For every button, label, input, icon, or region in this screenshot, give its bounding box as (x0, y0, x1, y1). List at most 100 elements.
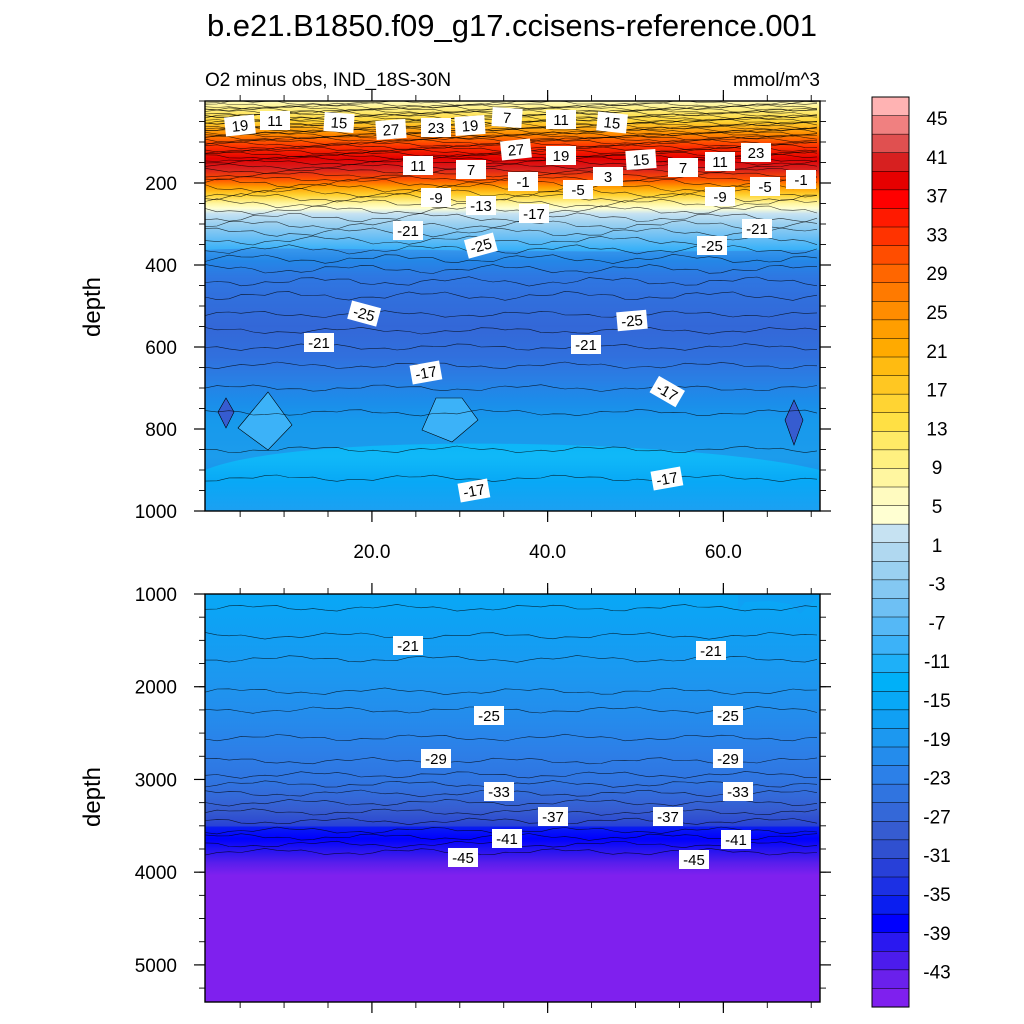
colorbar-swatch (871, 783, 910, 804)
contour-label: -33 (484, 782, 514, 801)
colorbar-swatch (871, 319, 910, 339)
contour-label-box (546, 110, 576, 129)
lower-ylabel: depth (79, 767, 106, 827)
contour-label-text: 11 (267, 113, 283, 130)
upper-light-blob-2 (421, 397, 479, 443)
y-tick-label: 1000 (135, 502, 177, 523)
colorbar-label: 45 (926, 109, 947, 130)
colorbar-swatch (871, 802, 910, 822)
contour-label-box (421, 188, 451, 207)
contour-label-text: -21 (575, 337, 597, 354)
upper-contour-line (205, 361, 818, 370)
contour-label: -29 (421, 749, 451, 768)
colorbar-swatch (871, 598, 910, 618)
colorbar-swatch (871, 96, 910, 117)
contour-label: -9 (705, 187, 735, 206)
colorbar-swatch (871, 932, 910, 952)
contour-label-box (723, 782, 753, 801)
upper-contour-line (205, 408, 818, 417)
upper-contour-line (205, 474, 818, 483)
colorbar-label: -7 (929, 613, 946, 634)
contour-label-text: 7 (467, 162, 475, 179)
contour-label-box (593, 167, 623, 186)
y-tick-label: 400 (145, 256, 177, 277)
contour-label-box (650, 466, 684, 491)
contour-label-text: -21 (397, 638, 419, 655)
colorbar-label: 1 (932, 536, 943, 557)
upper-contour-line (205, 167, 818, 174)
upper-contour-line (205, 103, 818, 110)
upper-contour-lines (205, 101, 818, 483)
colorbar-swatch (871, 672, 910, 692)
contour-label-box (697, 236, 727, 255)
contour-label: -45 (679, 850, 709, 869)
contour-label-box (625, 148, 657, 171)
contour-label-box (571, 335, 601, 354)
contour-label-box (713, 749, 743, 768)
y-tick-label: 3000 (135, 770, 177, 791)
colorbar-label: 13 (926, 419, 947, 440)
contour-label-box (224, 114, 256, 137)
colorbar-swatch (871, 282, 910, 302)
contour-label-text: -13 (470, 198, 492, 215)
upper-contour-line (205, 131, 818, 138)
contour-label: 3 (593, 167, 623, 186)
lower-contour-line (205, 817, 818, 826)
colorbar-swatch (871, 468, 910, 488)
contour-label: 27 (500, 138, 532, 161)
colorbar-swatch (871, 449, 910, 469)
upper-contour-line (205, 101, 818, 107)
contour-label: 11 (260, 111, 290, 130)
contour-label-box (786, 170, 816, 189)
contour-label: -41 (492, 829, 522, 848)
upper-panel: 19 11 15 27 23 19 7 11 15 27 19 15 7 11 23 11 7 -1 -5 3 -9 -5… (79, 90, 831, 563)
contour-label: -5 (563, 180, 593, 199)
colorbar-swatch (871, 263, 910, 284)
contour-label-text: -5 (758, 179, 771, 196)
colorbar-swatch (871, 951, 910, 971)
contour-label: -25 (474, 706, 504, 725)
colorbar-swatch (871, 171, 910, 191)
contour-label: -25 (713, 706, 743, 725)
colorbar-swatch (871, 895, 910, 915)
contour-label-text: 27 (507, 141, 525, 160)
contour-label-text: 3 (604, 169, 612, 186)
upper-contour-labels: 19 11 15 27 23 19 7 11 15 27 19 15 7 11 23 11 7 -1 -5 3 -9 -5… (224, 106, 816, 503)
contour-label: 7 (668, 158, 698, 177)
colorbar-swatch (871, 245, 910, 265)
upper-contour-line (205, 198, 818, 209)
contour-label-text: -21 (308, 335, 330, 352)
contour-label-box (741, 143, 771, 162)
contour-label-box (705, 152, 735, 171)
contour-label: -25 (697, 236, 727, 255)
contour-label-text: -37 (542, 809, 564, 826)
colorbar-swatch (871, 635, 910, 655)
contour-label-text: -17 (462, 481, 486, 502)
contour-label-box (421, 118, 451, 137)
contour-label-text: -1 (516, 174, 529, 191)
upper-light-blob-1 (237, 391, 293, 451)
upper-contour-line (205, 276, 818, 287)
colorbar-label: 37 (926, 187, 947, 208)
colorbar-label: 41 (926, 148, 947, 169)
contour-label-box (421, 749, 451, 768)
contour-label-text: -17 (414, 363, 438, 384)
colorbar-swatch (871, 189, 910, 209)
contour-label-box (457, 478, 491, 503)
upper-contour-line (205, 219, 818, 230)
colorbar-label: -11 (924, 652, 950, 673)
contour-label: -33 (723, 782, 753, 801)
contour-label-text: 23 (428, 120, 445, 137)
lower-contour-line (205, 798, 818, 807)
colorbar-swatch (871, 765, 910, 785)
contour-label: -21 (304, 333, 334, 352)
lower-contour-lines (205, 604, 818, 856)
colorbar-swatch (871, 208, 910, 228)
x-tick-label: 40.0 (529, 542, 566, 563)
colorbar-swatch (871, 542, 910, 562)
lower-contour-line (205, 604, 818, 612)
colorbar-swatch (871, 523, 910, 544)
contour-label-box (323, 111, 355, 134)
contour-label-text: -1 (794, 172, 807, 189)
